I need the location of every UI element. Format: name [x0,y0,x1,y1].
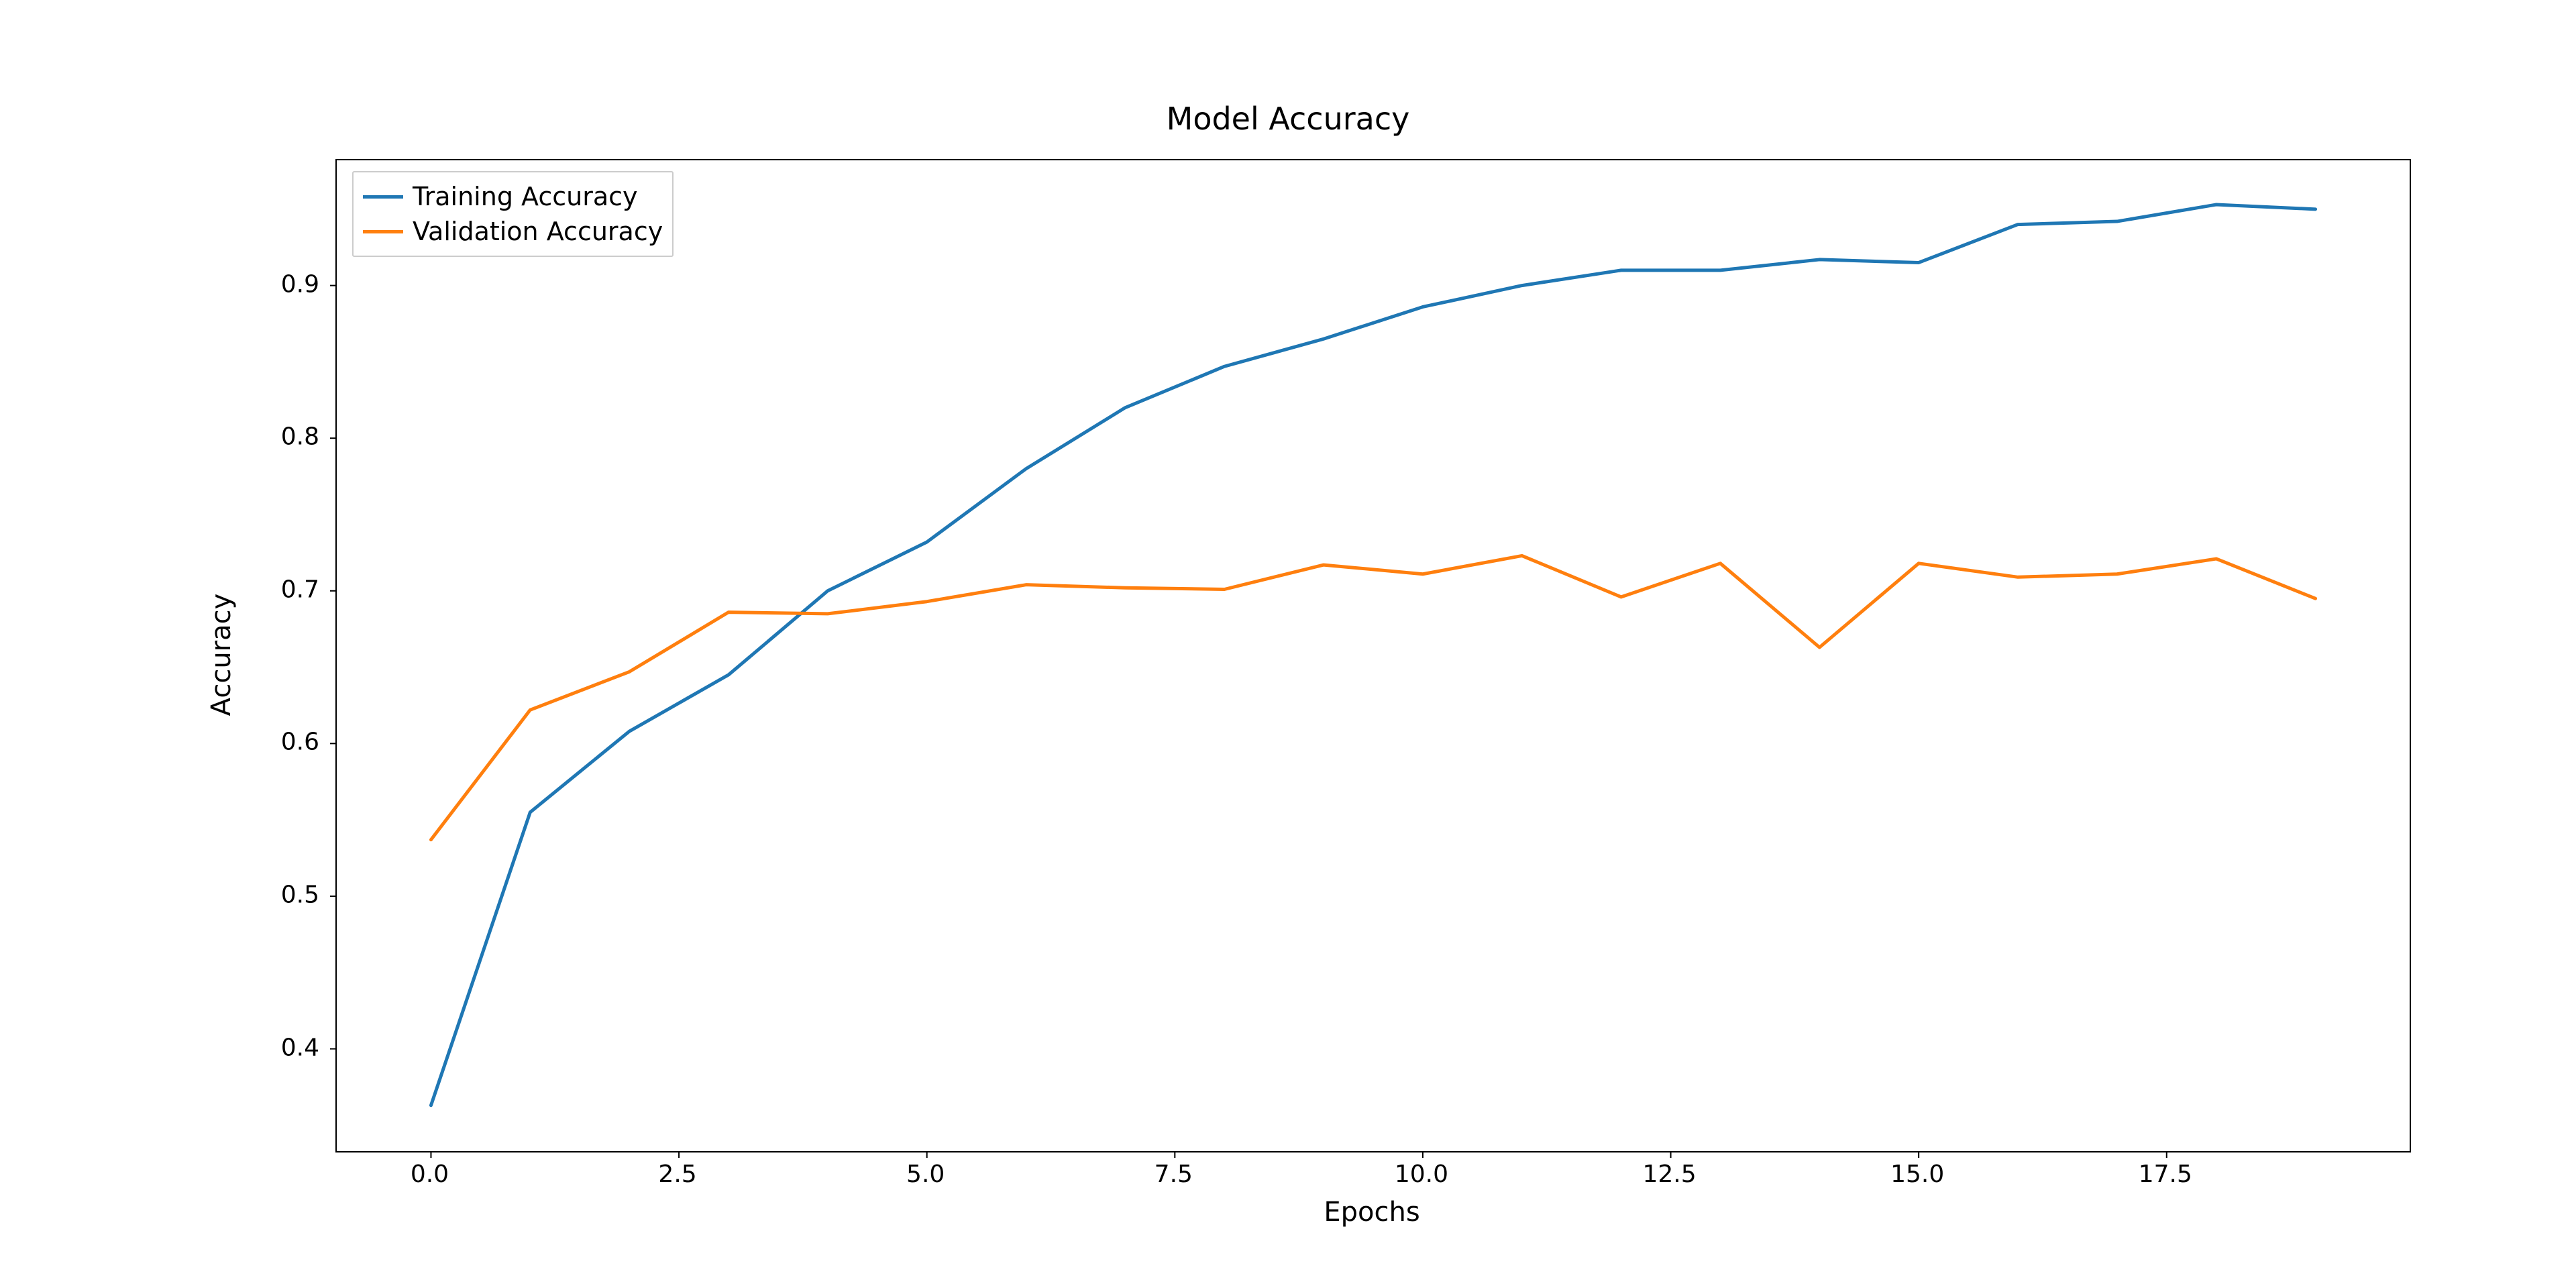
legend-line-icon [363,195,403,199]
ytick-label: 0.6 [281,729,319,756]
series-line-0 [431,205,2315,1106]
xtick-label: 5.0 [906,1161,945,1188]
xtick-label: 17.5 [2139,1161,2192,1188]
ytick-label: 0.7 [281,576,319,603]
xtick-label: 10.0 [1395,1161,1448,1188]
legend-label: Validation Accuracy [413,217,663,246]
legend-item: Training Accuracy [363,179,663,214]
legend-label: Training Accuracy [413,182,638,211]
plot-area [335,159,2411,1152]
y-axis-label: Accuracy [206,593,237,716]
ytick-label: 0.8 [281,423,319,451]
xtick-label: 2.5 [658,1161,696,1188]
xtick-label: 12.5 [1642,1161,1696,1188]
xtick-label: 0.0 [411,1161,449,1188]
legend-item: Validation Accuracy [363,214,663,249]
chart-title: Model Accuracy [0,101,2576,137]
ytick-label: 0.9 [281,270,319,298]
xtick-label: 15.0 [1890,1161,1944,1188]
ytick-label: 0.5 [281,881,319,908]
legend: Training Accuracy Validation Accuracy [352,171,674,257]
plot-svg [337,160,2410,1151]
ytick-label: 0.4 [281,1034,319,1061]
x-axis-label: Epochs [1324,1197,1419,1228]
legend-line-icon [363,230,403,233]
xtick-label: 7.5 [1155,1161,1193,1188]
series-line-1 [431,555,2315,839]
